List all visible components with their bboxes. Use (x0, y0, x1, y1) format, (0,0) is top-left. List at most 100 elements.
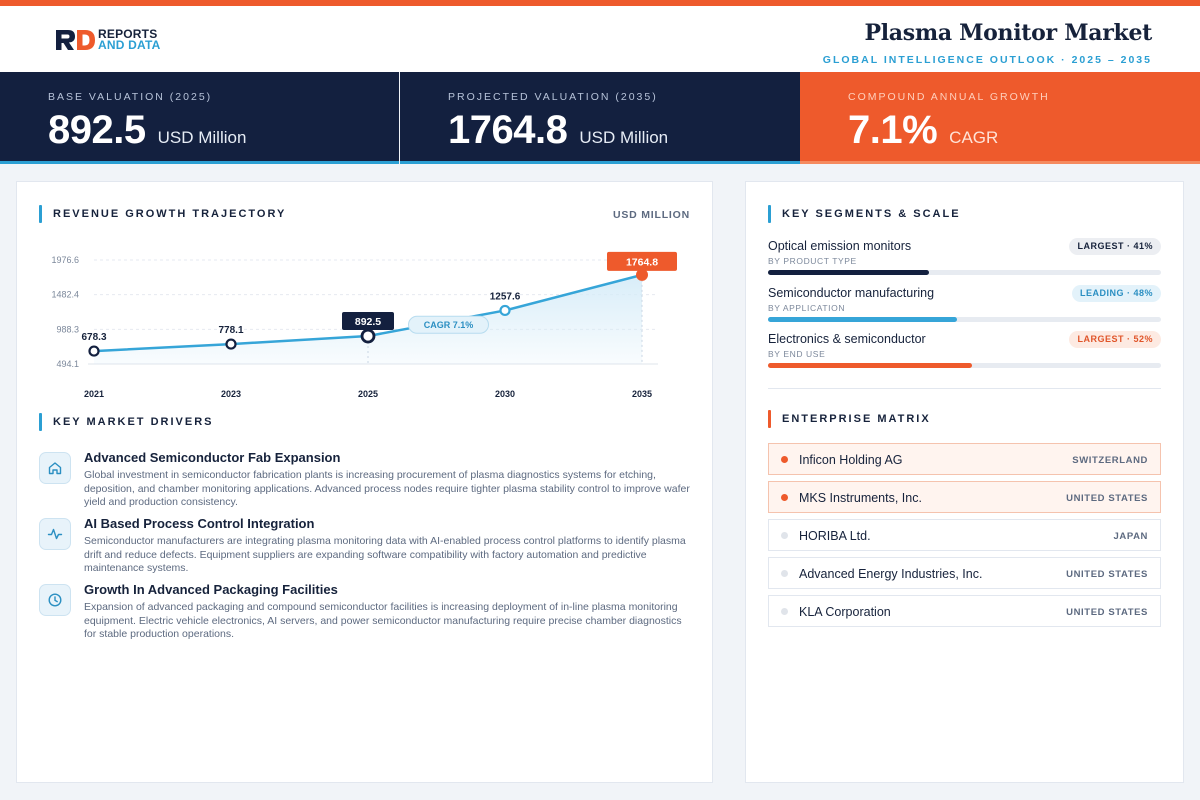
segment-share-bar (768, 270, 930, 275)
segment-badge: LARGEST · 41% (1069, 238, 1161, 255)
enterprise-name: Inficon Holding AG (799, 453, 903, 467)
enterprise-dot (781, 456, 788, 463)
enterprise-dot (781, 608, 788, 615)
data-point (360, 328, 376, 344)
section-divider (768, 388, 1161, 389)
data-label-box (607, 251, 677, 271)
cagr-pill-label: CAGR 7.1% (424, 320, 474, 330)
x-tick-label: 2025 (358, 389, 378, 399)
x-tick-label: 2021 (84, 389, 104, 399)
data-label: 778.1 (218, 325, 243, 336)
data-label: 892.5 (355, 316, 381, 328)
revenue-and-drivers-card: REVENUE GROWTH TRAJECTORY USD MILLION 19… (16, 181, 713, 783)
section-accent-bar (39, 413, 42, 431)
top-accent-bar (0, 0, 1200, 6)
page-title: Plasma Monitor Market (864, 20, 1153, 46)
data-label: 678.3 (81, 332, 106, 343)
kpi-unit: USD Million (157, 128, 247, 147)
drivers-section-title: KEY MARKET DRIVERS (39, 413, 213, 431)
enterprise-name: HORIBA Ltd. (799, 529, 871, 543)
kpi-base-valuation: BASE VALUATION (2025) 892.5 USD Million (0, 72, 399, 164)
area-fill (94, 274, 642, 364)
kpi-unit: CAGR (949, 128, 999, 147)
enterprise-dot (781, 494, 788, 501)
segments-and-enterprise-card: KEY SEGMENTS & SCALE Optical emission mo… (745, 181, 1184, 783)
y-tick-label: 988.3 (56, 324, 79, 334)
segment-badge: LARGEST · 52% (1069, 331, 1161, 348)
brand-logo-text: REPORTS AND DATA (98, 27, 161, 52)
kpi-stripe (800, 161, 1200, 164)
segment-badge: LEADING · 48% (1071, 285, 1161, 302)
segment-share-bar (768, 317, 957, 322)
segments-title-text: KEY SEGMENTS & SCALE (782, 208, 961, 220)
enterprise-country: UNITED STATES (1066, 493, 1148, 504)
data-point (499, 304, 511, 317)
y-tick-label: 1482.4 (51, 290, 79, 300)
segment-item: Semiconductor manufacturing BY APPLICATI… (768, 285, 1161, 326)
data-point (225, 338, 237, 350)
x-tick-label: 2023 (221, 389, 241, 399)
section-accent-bar (768, 205, 771, 223)
kpi-value: 1764.8 (448, 108, 568, 152)
driver-description: Global investment in semiconductor fabri… (84, 469, 690, 508)
enterprise-section-title: ENTERPRISE MATRIX (768, 410, 931, 428)
activity-icon (39, 518, 71, 550)
segment-item: Electronics & semiconductor BY END USE L… (768, 331, 1161, 372)
brand-line-2: AND DATA (98, 38, 161, 52)
data-point (636, 268, 648, 281)
brand-logo[interactable]: REPORTS AND DATA (54, 28, 160, 52)
segment-name: Optical emission monitors (768, 239, 912, 253)
segment-dimension: BY PRODUCT TYPE (768, 256, 857, 266)
enterprise-name: MKS Instruments, Inc. (799, 491, 922, 505)
kpi-stripe (400, 161, 800, 164)
x-tick-label: 2035 (632, 389, 652, 399)
enterprise-dot (781, 570, 788, 577)
enterprise-row[interactable]: Advanced Energy Industries, Inc. UNITED … (768, 557, 1161, 589)
y-tick-label: 494.1 (56, 359, 79, 369)
enterprise-row[interactable]: Inficon Holding AG SWITZERLAND (768, 443, 1161, 475)
enterprise-country: UNITED STATES (1066, 607, 1148, 618)
kpi-label: PROJECTED VALUATION (2035) (448, 91, 658, 103)
y-tick-label: 1976.6 (51, 255, 79, 265)
home-icon (39, 452, 71, 484)
kpi-projected-valuation: PROJECTED VALUATION (2035) 1764.8 USD Mi… (400, 72, 800, 164)
enterprise-row[interactable]: KLA Corporation UNITED STATES (768, 595, 1161, 627)
revenue-title-text: REVENUE GROWTH TRAJECTORY (53, 208, 287, 220)
enterprise-name: Advanced Energy Industries, Inc. (799, 567, 983, 581)
segment-name: Electronics & semiconductor (768, 332, 926, 346)
brand-line-1: REPORTS (98, 27, 158, 41)
segments-section-title: KEY SEGMENTS & SCALE (768, 205, 961, 223)
kpi-unit: USD Million (579, 128, 669, 147)
enterprise-name: KLA Corporation (799, 605, 891, 619)
segment-track (768, 270, 1161, 275)
driver-title: Advanced Semiconductor Fab Expansion (84, 450, 341, 465)
segment-name: Semiconductor manufacturing (768, 286, 935, 300)
enterprise-country: SWITZERLAND (1072, 455, 1148, 466)
driver-title: Growth In Advanced Packaging Facilities (84, 582, 338, 597)
segment-share-bar (768, 363, 973, 368)
segment-track (768, 363, 1161, 368)
data-label: 1764.8 (626, 256, 658, 268)
enterprise-row[interactable]: MKS Instruments, Inc. UNITED STATES (768, 481, 1161, 513)
kpi-label: BASE VALUATION (2025) (48, 91, 213, 103)
clock-icon (39, 584, 71, 616)
kpi-label: COMPOUND ANNUAL GROWTH (848, 91, 1050, 103)
page-header: REPORTS AND DATA Plasma Monitor Market G… (0, 6, 1200, 72)
segment-item: Optical emission monitors BY PRODUCT TYP… (768, 238, 1161, 279)
enterprise-country: UNITED STATES (1066, 569, 1148, 580)
drivers-title-text: KEY MARKET DRIVERS (53, 416, 214, 428)
data-label: 1257.6 (490, 291, 521, 302)
x-tick-label: 2030 (495, 389, 515, 399)
enterprise-row[interactable]: HORIBA Ltd. JAPAN (768, 519, 1161, 551)
section-accent-bar (39, 205, 42, 223)
enterprise-country: JAPAN (1113, 531, 1148, 542)
cagr-pill (408, 315, 489, 334)
segment-dimension: BY APPLICATION (768, 303, 846, 313)
revenue-unit-label: USD MILLION (612, 209, 690, 221)
enterprise-title-text: ENTERPRISE MATRIX (782, 413, 931, 425)
revenue-section-title: REVENUE GROWTH TRAJECTORY (39, 205, 286, 223)
kpi-stripe (0, 161, 399, 164)
driver-title: AI Based Process Control Integration (84, 516, 315, 531)
kpi-cagr: COMPOUND ANNUAL GROWTH 7.1% CAGR (800, 72, 1200, 164)
page-subtitle: GLOBAL INTELLIGENCE OUTLOOK · 2025 – 203… (822, 54, 1152, 66)
